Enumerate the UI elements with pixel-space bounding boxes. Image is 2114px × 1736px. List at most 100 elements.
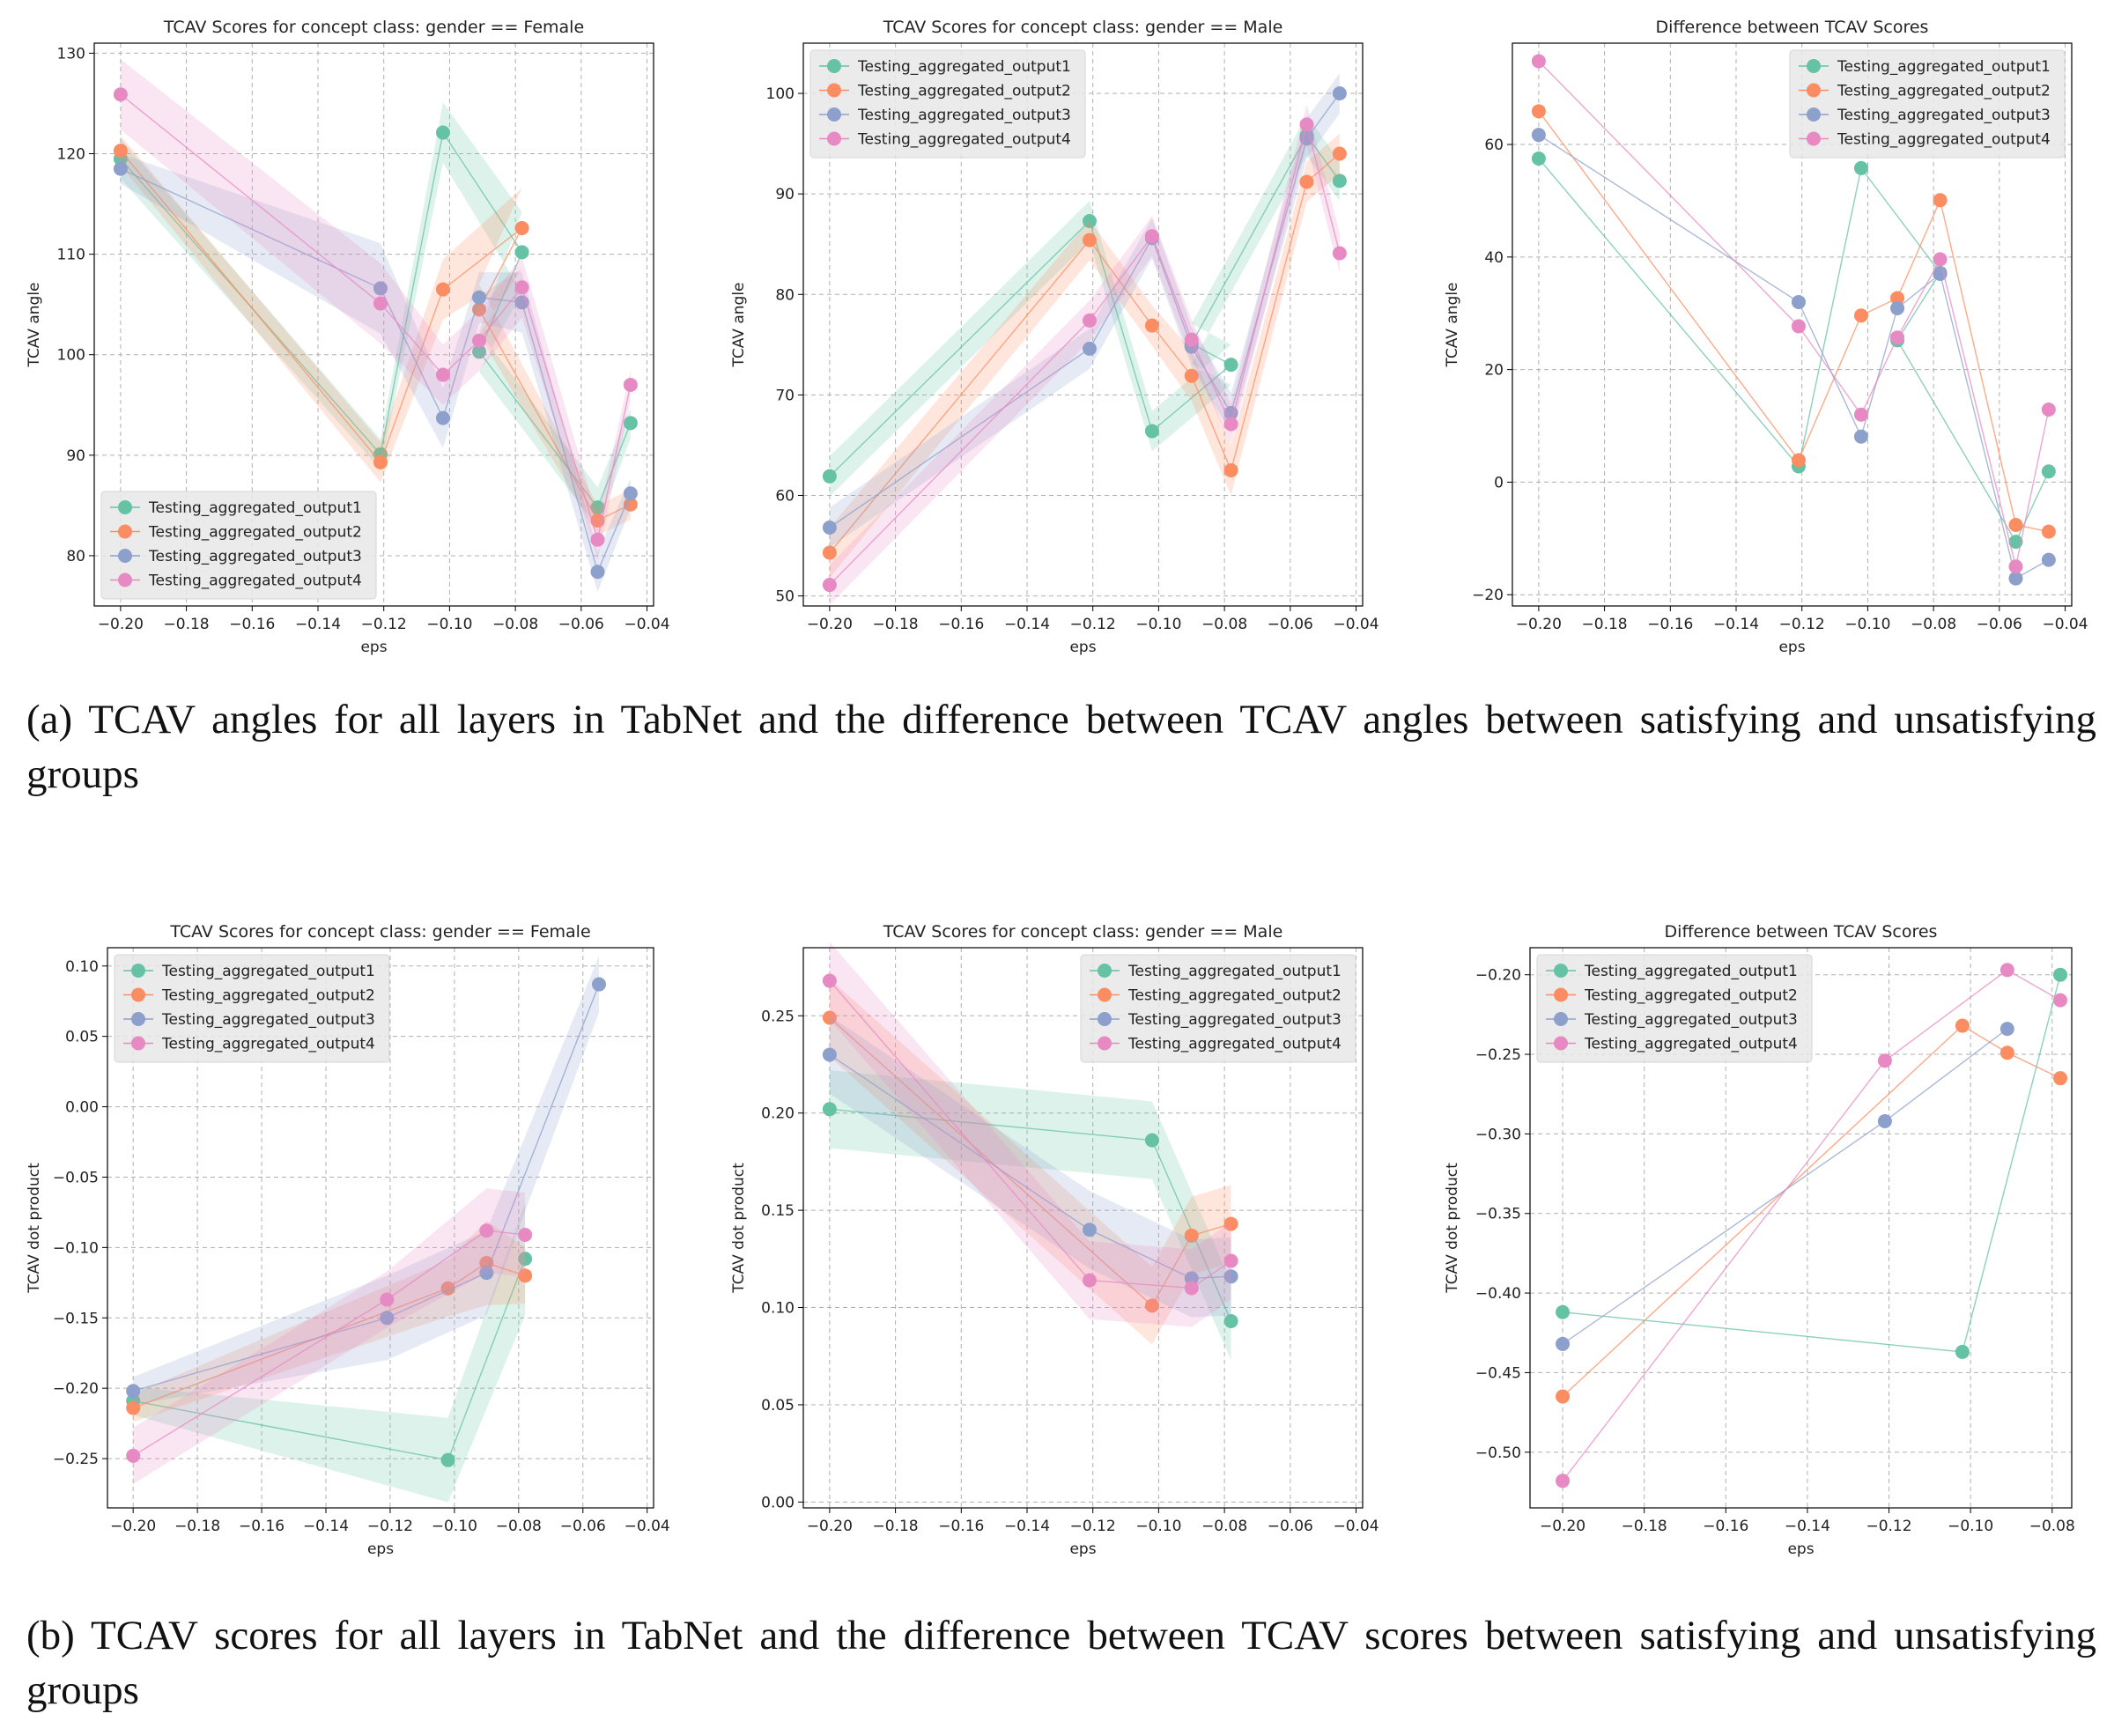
series-line — [1562, 1024, 2061, 1398]
chart-title: Difference between TCAV Scores — [1665, 922, 1938, 942]
y-axis-label: TCAV angle — [730, 283, 748, 368]
data-point — [1082, 1273, 1097, 1288]
data-point — [1082, 341, 1097, 356]
data-point — [373, 281, 388, 296]
data-point — [1144, 1133, 1159, 1148]
y-tick-label: 90 — [66, 447, 85, 465]
x-tick-label: −0.08 — [2029, 1518, 2075, 1535]
legend-marker — [118, 549, 132, 563]
y-tick-label: 0.05 — [761, 1397, 795, 1415]
data-point — [1999, 1045, 2014, 1060]
y-tick-label: 70 — [775, 387, 795, 404]
y-tick-label: 0.15 — [761, 1202, 795, 1220]
legend-label: Testing_aggregated_output4 — [857, 131, 1071, 149]
x-tick-label: −0.14 — [1713, 616, 1759, 633]
legend-label: Testing_aggregated_output4 — [161, 1036, 375, 1053]
legend-label: Testing_aggregated_output3 — [1584, 1011, 1798, 1029]
legend-marker — [131, 1012, 145, 1026]
caption-a: (a) TCAV angles for all layers in TabNet… — [26, 697, 2096, 797]
data-point — [822, 578, 837, 593]
y-tick-label: 0.25 — [761, 1008, 795, 1025]
legend-marker — [131, 987, 145, 1002]
data-point — [1556, 1474, 1571, 1489]
x-tick-label: −0.14 — [1004, 616, 1050, 633]
data-point — [623, 377, 638, 392]
x-tick-label: −0.12 — [1866, 1518, 1911, 1535]
legend-marker — [827, 107, 841, 122]
data-point — [1082, 233, 1097, 247]
axes-frame — [1512, 42, 2073, 607]
x-tick-label: −0.20 — [98, 616, 144, 633]
x-tick-label: −0.20 — [1516, 616, 1562, 633]
data-point — [440, 1452, 455, 1467]
legend-label: Testing_aggregated_output3 — [857, 107, 1071, 124]
series-line — [829, 1053, 1231, 1280]
x-tick-label: −0.10 — [426, 616, 472, 633]
legend-label: Testing_aggregated_output4 — [1837, 131, 2051, 149]
x-tick-label: −0.20 — [807, 616, 853, 633]
legend-label: Testing_aggregated_output1 — [1837, 58, 2051, 76]
data-point — [1933, 252, 1948, 267]
data-point — [518, 1227, 533, 1242]
data-point — [1223, 1216, 1238, 1231]
data-point — [623, 416, 638, 431]
data-point — [1223, 1314, 1238, 1328]
data-point — [1933, 193, 1948, 208]
y-tick-label: −0.30 — [1475, 1126, 1521, 1143]
legend-label: Testing_aggregated_output3 — [1127, 1011, 1342, 1029]
x-tick-label: −0.12 — [1779, 616, 1825, 633]
legend-marker — [1554, 987, 1568, 1002]
x-tick-label: −0.20 — [1540, 1518, 1586, 1535]
legend-marker — [827, 59, 841, 73]
data-point — [1556, 1304, 1571, 1319]
data-point — [1332, 86, 1347, 101]
y-tick-label: 50 — [775, 588, 795, 606]
x-axis-label: eps — [1069, 1540, 1096, 1558]
y-tick-label: 110 — [57, 247, 85, 264]
y-tick-label: −0.20 — [53, 1380, 99, 1398]
data-point — [1853, 160, 1868, 175]
data-point — [590, 532, 605, 547]
legend-label: Testing_aggregated_output2 — [148, 524, 362, 542]
series-line — [132, 1262, 526, 1409]
data-point — [822, 973, 837, 988]
data-point — [514, 245, 529, 260]
data-point — [1299, 117, 1314, 132]
y-tick-label: −0.35 — [1475, 1206, 1521, 1223]
data-point — [822, 1047, 837, 1062]
confidence-band — [829, 73, 1340, 548]
data-point — [2053, 1071, 2068, 1086]
data-point — [1890, 330, 1905, 345]
y-tick-label: 80 — [66, 548, 85, 565]
legend-label: Testing_aggregated_output1 — [148, 499, 362, 517]
chart-a-female: −0.20 −0.18 −0.16 −0.14 −0.12 −0.10 −0.08 −0.06… — [26, 18, 670, 656]
data-point — [1144, 318, 1159, 333]
x-tick-label: −0.20 — [110, 1518, 156, 1535]
series-line — [1538, 158, 2050, 543]
axes-frame — [1529, 947, 2073, 1509]
data-point — [1332, 146, 1347, 161]
data-point — [1999, 1022, 2014, 1037]
y-tick-label: 0.10 — [761, 1300, 795, 1318]
y-tick-label: −0.40 — [1475, 1285, 1521, 1303]
data-point — [1082, 213, 1097, 228]
x-tick-label: −0.04 — [1333, 1518, 1379, 1535]
legend-label: Testing_aggregated_output4 — [148, 573, 362, 590]
data-point — [590, 500, 605, 515]
x-tick-label: −0.06 — [560, 1518, 606, 1535]
x-tick-label: −0.06 — [1977, 616, 2022, 633]
series-line — [1538, 134, 2050, 580]
series-line — [132, 1230, 526, 1457]
data-point — [373, 296, 388, 311]
data-point — [479, 1223, 494, 1238]
data-point — [1853, 407, 1868, 422]
chart-title: TCAV Scores for concept class: gender ==… — [163, 18, 584, 37]
legend-marker — [118, 524, 132, 539]
y-tick-label: −0.10 — [53, 1239, 99, 1257]
y-tick-label: 120 — [57, 146, 85, 164]
data-point — [479, 1255, 494, 1270]
legend-label: Testing_aggregated_output1 — [1127, 963, 1342, 980]
chart-b-male: −0.20 −0.18 −0.16 −0.14 −0.12 −0.10 −0.08 −0.06… — [730, 922, 1379, 1558]
legend: Testing_aggregated_output1 Testing_aggreg… — [114, 954, 390, 1063]
x-tick-label: −0.14 — [1785, 1518, 1830, 1535]
